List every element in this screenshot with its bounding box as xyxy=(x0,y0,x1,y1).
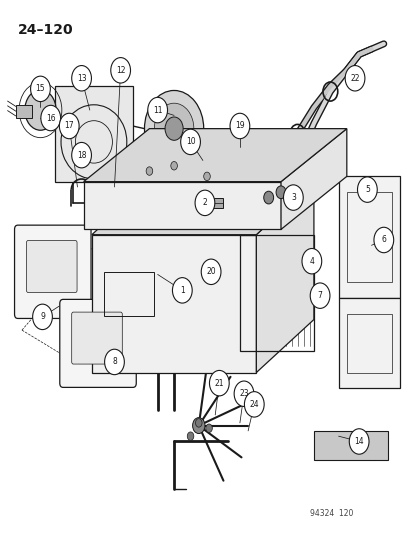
Circle shape xyxy=(59,114,79,139)
Text: 8: 8 xyxy=(112,358,116,367)
Text: 11: 11 xyxy=(152,106,162,115)
Text: 14: 14 xyxy=(354,437,363,446)
Circle shape xyxy=(192,418,204,433)
Text: 15: 15 xyxy=(36,84,45,93)
Text: 5: 5 xyxy=(364,185,369,194)
Circle shape xyxy=(165,117,183,140)
Circle shape xyxy=(230,114,249,139)
Text: 24: 24 xyxy=(249,400,259,409)
Circle shape xyxy=(195,419,202,427)
Text: 22: 22 xyxy=(349,74,359,83)
Circle shape xyxy=(195,190,214,216)
FancyBboxPatch shape xyxy=(26,240,77,293)
Circle shape xyxy=(193,149,211,172)
Circle shape xyxy=(180,129,200,155)
Circle shape xyxy=(234,381,253,407)
Text: 19: 19 xyxy=(235,122,244,131)
Circle shape xyxy=(154,103,193,154)
Text: 94324  120: 94324 120 xyxy=(309,510,352,519)
Polygon shape xyxy=(256,182,313,373)
Text: 2: 2 xyxy=(202,198,207,207)
Circle shape xyxy=(71,66,91,91)
Circle shape xyxy=(373,227,393,253)
Bar xyxy=(239,235,313,351)
Circle shape xyxy=(209,370,229,396)
Text: 20: 20 xyxy=(206,268,216,276)
Bar xyxy=(16,105,32,118)
Text: 18: 18 xyxy=(77,151,86,160)
Circle shape xyxy=(357,177,376,203)
Circle shape xyxy=(244,392,263,417)
Bar xyxy=(206,198,223,208)
Polygon shape xyxy=(338,298,399,389)
Text: 9: 9 xyxy=(40,312,45,321)
Bar xyxy=(346,192,391,282)
Polygon shape xyxy=(55,86,133,182)
Text: 3: 3 xyxy=(290,193,295,202)
FancyBboxPatch shape xyxy=(59,300,136,387)
Circle shape xyxy=(147,98,167,123)
FancyBboxPatch shape xyxy=(14,225,91,318)
Circle shape xyxy=(146,167,152,175)
Text: 1: 1 xyxy=(180,286,184,295)
Circle shape xyxy=(33,304,52,329)
Circle shape xyxy=(283,185,302,211)
Bar xyxy=(346,314,391,373)
Bar xyxy=(104,272,153,317)
Circle shape xyxy=(172,278,192,303)
Circle shape xyxy=(104,349,124,375)
Circle shape xyxy=(171,161,177,170)
Text: 17: 17 xyxy=(64,122,74,131)
Text: 12: 12 xyxy=(116,66,125,75)
Polygon shape xyxy=(83,128,346,182)
Polygon shape xyxy=(92,235,256,373)
Circle shape xyxy=(309,283,329,309)
Polygon shape xyxy=(280,128,346,229)
Polygon shape xyxy=(92,182,313,235)
Bar xyxy=(239,147,258,160)
FancyBboxPatch shape xyxy=(71,312,122,364)
Text: 7: 7 xyxy=(317,291,322,300)
Circle shape xyxy=(31,76,50,102)
Circle shape xyxy=(111,58,130,83)
Circle shape xyxy=(205,424,212,432)
Circle shape xyxy=(25,90,56,130)
Circle shape xyxy=(201,259,221,285)
Text: 6: 6 xyxy=(380,236,385,245)
Circle shape xyxy=(203,172,210,181)
Circle shape xyxy=(275,186,285,199)
Polygon shape xyxy=(313,431,387,460)
Polygon shape xyxy=(338,176,399,298)
Text: 21: 21 xyxy=(214,378,223,387)
Circle shape xyxy=(301,248,321,274)
Polygon shape xyxy=(83,182,280,229)
Circle shape xyxy=(349,429,368,454)
Circle shape xyxy=(71,142,91,168)
Text: 24–120: 24–120 xyxy=(18,22,73,37)
Text: 10: 10 xyxy=(185,138,195,147)
Text: 23: 23 xyxy=(239,389,248,398)
Circle shape xyxy=(263,191,273,204)
Text: 13: 13 xyxy=(76,74,86,83)
Circle shape xyxy=(187,432,193,440)
Text: 16: 16 xyxy=(46,114,55,123)
Circle shape xyxy=(41,106,60,131)
Circle shape xyxy=(144,91,203,167)
Circle shape xyxy=(344,66,364,91)
Text: 4: 4 xyxy=(309,257,313,265)
